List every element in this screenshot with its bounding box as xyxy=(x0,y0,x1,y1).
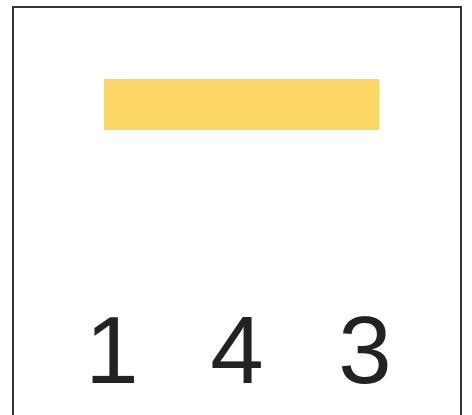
digit: 3 xyxy=(338,297,391,404)
card-frame xyxy=(12,6,462,415)
digit: 1 xyxy=(85,297,138,404)
digit: 4 xyxy=(210,297,263,404)
yellow-bar xyxy=(104,79,379,130)
